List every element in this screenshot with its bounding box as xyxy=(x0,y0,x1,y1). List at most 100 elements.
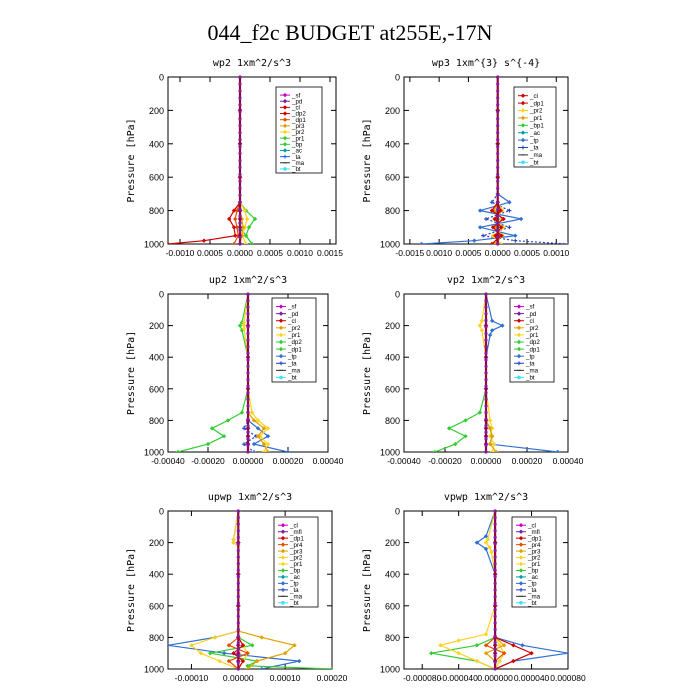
profile-marker xyxy=(493,515,497,520)
x-tick-label: 0.00020 xyxy=(317,673,348,683)
profile-marker xyxy=(236,667,240,671)
profile-marker xyxy=(484,318,488,322)
y-axis-label: Pressure [hPa] xyxy=(126,118,137,202)
legend-marker xyxy=(517,361,521,366)
data-point_pr1 xyxy=(252,216,258,222)
y-tick-label: 200 xyxy=(385,321,400,331)
y-tick-label: 200 xyxy=(385,106,400,116)
y-tick-label: 800 xyxy=(149,206,164,216)
profile-marker xyxy=(496,75,500,79)
data-point_tp xyxy=(487,332,493,338)
data-point_pr4 xyxy=(226,658,232,664)
legend-marker xyxy=(278,353,284,359)
profile-marker xyxy=(496,172,500,177)
profile-marker xyxy=(246,298,250,303)
data-point_tp xyxy=(474,540,480,545)
data-point_tp xyxy=(259,666,264,669)
profile-marker xyxy=(496,221,500,225)
y-tick-label: 0 xyxy=(395,290,400,300)
x-tick-label: 0.00040 xyxy=(313,456,344,466)
legend-marker xyxy=(520,130,526,135)
profile-marker xyxy=(236,515,240,520)
data-point_dp2 xyxy=(209,426,215,431)
panel-5: upwp 1xm^2/s^3 0 200 400 600 800 1000 Pressure … xyxy=(126,492,348,683)
profile-marker xyxy=(246,312,250,316)
profile-marker xyxy=(484,377,488,382)
profile-marker xyxy=(493,601,497,605)
legend-marker xyxy=(518,555,524,560)
data-point_ta xyxy=(513,238,518,243)
profile-marker xyxy=(236,627,240,632)
data-point_pr4 xyxy=(226,643,232,648)
panel-title: upwp 1xm^2/s^3 xyxy=(208,492,292,503)
x-tick-label: 0.000080 xyxy=(550,673,586,683)
data-point_pr1 xyxy=(249,410,255,415)
profile-marker xyxy=(246,377,250,382)
data-point_pr2 xyxy=(456,651,461,656)
y-tick-label: 0 xyxy=(395,73,400,83)
legend-label: _bt xyxy=(291,166,301,173)
profile-marker xyxy=(238,110,242,114)
profile-marker xyxy=(238,186,242,190)
data-point_cl xyxy=(499,225,504,230)
data-point_pr2 xyxy=(489,434,495,439)
legend: _sf_pd_cl_dp2_dp1_pr3_pr2_pr1_bp_ac_ta_m… xyxy=(275,86,323,174)
profile-marker xyxy=(238,82,242,86)
profile-marker xyxy=(238,131,242,135)
legend-box xyxy=(513,86,557,168)
data-point_pr2 xyxy=(494,449,499,452)
data-point_dp2 xyxy=(205,441,211,447)
legend-label: _bt xyxy=(527,600,537,607)
data-point_pr3 xyxy=(282,651,288,656)
y-tick-label: 1000 xyxy=(144,665,164,675)
legend-marker xyxy=(518,581,524,586)
legend-label: _ac xyxy=(529,130,540,137)
profile-marker xyxy=(496,207,500,211)
legend-label: _pr4 xyxy=(527,542,541,549)
profile-marker xyxy=(236,542,240,546)
data-point_dp2 xyxy=(175,449,181,452)
profile-marker xyxy=(236,621,240,625)
legend-marker xyxy=(281,587,285,592)
legend-label: _pr1 xyxy=(287,332,301,339)
profile-marker xyxy=(238,207,242,211)
profile-marker xyxy=(238,75,242,79)
legend-label: _pr1 xyxy=(527,561,541,568)
series-line_tp xyxy=(421,77,522,244)
y-tick-label: 400 xyxy=(385,139,400,149)
legend-label: _pr4 xyxy=(289,542,303,549)
legend-marker xyxy=(516,339,522,345)
legend-marker xyxy=(518,561,524,567)
y-axis-label: Pressure [hPa] xyxy=(126,548,137,632)
data-point_tp xyxy=(483,546,489,552)
profile-marker xyxy=(238,165,242,170)
data-point_dp2 xyxy=(168,241,171,244)
data-point_tp xyxy=(500,323,505,328)
data-point_tp xyxy=(507,200,512,205)
data-point_dp2 xyxy=(231,208,237,213)
profile-marker xyxy=(236,634,240,638)
y-tick-label: 1000 xyxy=(380,448,400,458)
legend-label: _dp2 xyxy=(287,339,302,346)
profile-marker xyxy=(246,364,250,369)
data-point_pr1 xyxy=(492,241,497,244)
legend-label: _ma xyxy=(529,152,543,159)
profile-marker xyxy=(493,654,497,658)
data-point_dp2 xyxy=(432,449,437,452)
data-point_pr2 xyxy=(255,434,261,439)
x-tick-label: 0.000040 xyxy=(514,673,550,683)
legend-marker xyxy=(518,535,524,541)
profile-marker xyxy=(493,575,497,579)
data-point_bp xyxy=(250,643,255,648)
data-point_pr2 xyxy=(438,643,443,648)
profile-marker xyxy=(246,292,250,296)
profile-marker xyxy=(238,138,242,142)
profile-marker xyxy=(236,555,240,559)
data-point_tp xyxy=(265,434,271,439)
y-tick-label: 400 xyxy=(149,353,164,363)
data-point_dp1 xyxy=(240,643,246,648)
profile-marker xyxy=(236,575,240,579)
y-tick-label: 400 xyxy=(385,570,400,580)
data-point_pr3 xyxy=(259,635,264,640)
